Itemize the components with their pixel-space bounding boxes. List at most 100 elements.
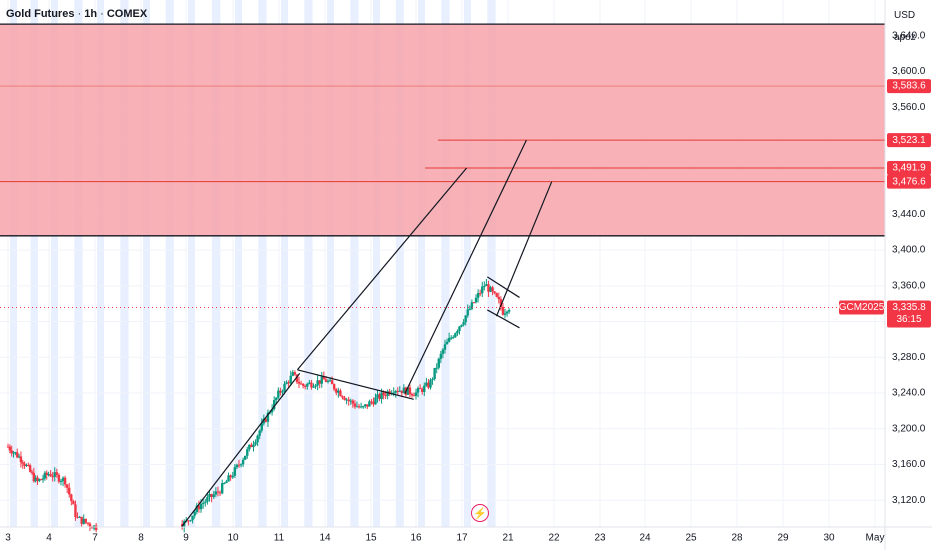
candle-body (497, 296, 500, 300)
candle-body (452, 337, 455, 339)
candle-body (76, 517, 79, 519)
resistance-zone[interactable] (0, 24, 885, 236)
price-tick-label: 3,240.0 (892, 388, 926, 399)
candle-body (262, 418, 266, 424)
time-tick-label: 7 (92, 533, 98, 544)
candle-body (277, 390, 280, 398)
candle-body (483, 286, 486, 288)
lightning-icon[interactable]: ⚡ (471, 504, 489, 522)
candle-body (187, 520, 190, 522)
candle-body (314, 385, 317, 387)
session-band (418, 0, 425, 527)
candle-body (310, 382, 313, 388)
session-band (74, 0, 83, 527)
candle-body (454, 333, 457, 338)
session-band (30, 0, 38, 527)
candle-body (82, 518, 85, 524)
time-tick-label: 10 (227, 533, 239, 544)
candle-body (460, 324, 463, 327)
price-level-badge[interactable] (887, 161, 931, 176)
candle-body (45, 472, 48, 476)
candle-body (478, 293, 482, 295)
session-band (51, 0, 58, 527)
session-band (143, 0, 150, 527)
candle-body (225, 481, 228, 484)
candle-body (476, 293, 480, 298)
candle-body (347, 399, 350, 401)
candle-body (63, 477, 67, 485)
candle-body (94, 525, 98, 531)
candle-body (59, 481, 63, 483)
candle-body (366, 404, 369, 407)
candle-body (57, 474, 61, 482)
ticker-badge[interactable] (839, 300, 884, 315)
trendline[interactable] (495, 181, 553, 317)
trendline[interactable] (181, 373, 301, 528)
candle-body (237, 464, 241, 466)
price-tick-label: 3,280.0 (892, 352, 926, 363)
scale-mode-label[interactable]: apoz (894, 32, 916, 43)
candle-body (306, 383, 309, 387)
candle-body (443, 344, 447, 350)
session-band (350, 0, 359, 527)
candle-body (43, 472, 47, 479)
candle-body (289, 375, 292, 384)
candle-body (189, 520, 192, 522)
candle-body (481, 286, 484, 294)
price-level-badge[interactable] (887, 133, 931, 148)
price-level-badge[interactable] (887, 79, 931, 94)
trendline[interactable] (297, 369, 414, 400)
candle-body (41, 478, 45, 480)
candle-body (281, 391, 284, 393)
candle-body (61, 477, 65, 482)
candle-body (427, 382, 430, 388)
candle-body (489, 287, 492, 292)
price-level-badge-label: 3,491.9 (892, 163, 926, 174)
candle-body (396, 391, 399, 393)
candle-body (40, 479, 43, 481)
exchange-label: COMEX (106, 8, 148, 20)
trendline[interactable] (486, 276, 520, 298)
candle-body (472, 302, 476, 304)
candle-body (447, 338, 451, 342)
time-tick-label: 11 (274, 533, 285, 544)
candle-body (333, 384, 336, 390)
candle-body (17, 456, 21, 458)
candle-body (439, 353, 443, 359)
candle-body (402, 387, 406, 394)
price-level-badge[interactable] (887, 174, 931, 189)
candle-body (499, 299, 503, 307)
candle-body (256, 435, 259, 443)
candle-body (351, 400, 355, 404)
trendline[interactable] (404, 139, 527, 395)
candle-body (197, 505, 201, 510)
candle-body (337, 390, 340, 393)
currency-label[interactable]: USD (894, 10, 916, 21)
candle-body (400, 390, 404, 394)
price-tick-label: 3,360.0 (892, 280, 926, 291)
trendline[interactable] (487, 309, 520, 329)
candle-body (191, 515, 194, 521)
price-level-badge-label: 3,523.1 (892, 135, 926, 146)
candle-body (291, 372, 294, 376)
trendline[interactable] (296, 167, 468, 371)
candle-body (297, 382, 301, 384)
candle-body (491, 287, 494, 292)
candle-body (487, 284, 490, 292)
candle-body (474, 297, 478, 303)
current-price-badge[interactable] (887, 300, 931, 328)
candle-body (341, 396, 344, 398)
candle-body (220, 483, 224, 494)
candle-body (416, 388, 420, 393)
candle-body (445, 341, 449, 345)
candle-body (260, 423, 263, 431)
candle-body (308, 382, 311, 384)
session-band (258, 0, 267, 527)
time-tick-label: 15 (365, 533, 377, 544)
candle-body (51, 476, 54, 478)
candle-body (382, 392, 385, 396)
candle-body (503, 313, 507, 315)
candle-body (431, 378, 434, 380)
